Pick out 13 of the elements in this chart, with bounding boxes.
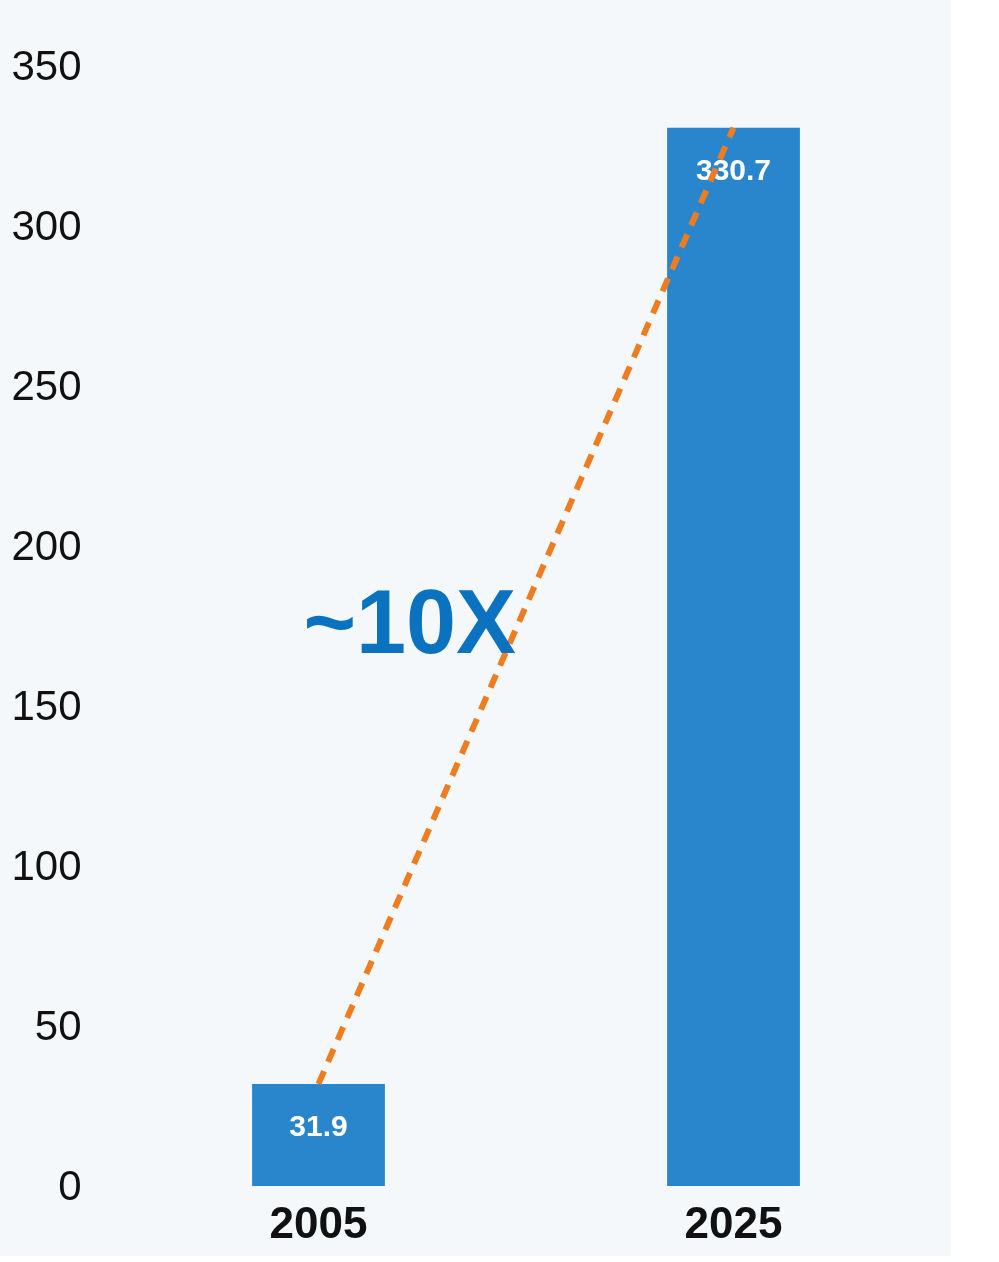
y-tick-label: 350 (11, 41, 82, 89)
y-tick-label: 150 (11, 681, 82, 729)
annotation: ~10X (303, 572, 517, 672)
x-tick-label: 2005 (269, 1197, 368, 1247)
data-label: 330.7 (695, 152, 772, 186)
x-tick-label: 2025 (684, 1197, 783, 1247)
y-tick-label: 300 (11, 201, 82, 249)
y-tick-label: 50 (34, 1001, 82, 1049)
y-tick-label: 200 (11, 521, 82, 569)
y-tick-label: 0 (58, 1161, 82, 1209)
y-tick-label: 100 (11, 841, 82, 889)
y-tick-label: 250 (11, 361, 82, 409)
data-label: 31.9 (289, 1108, 348, 1142)
